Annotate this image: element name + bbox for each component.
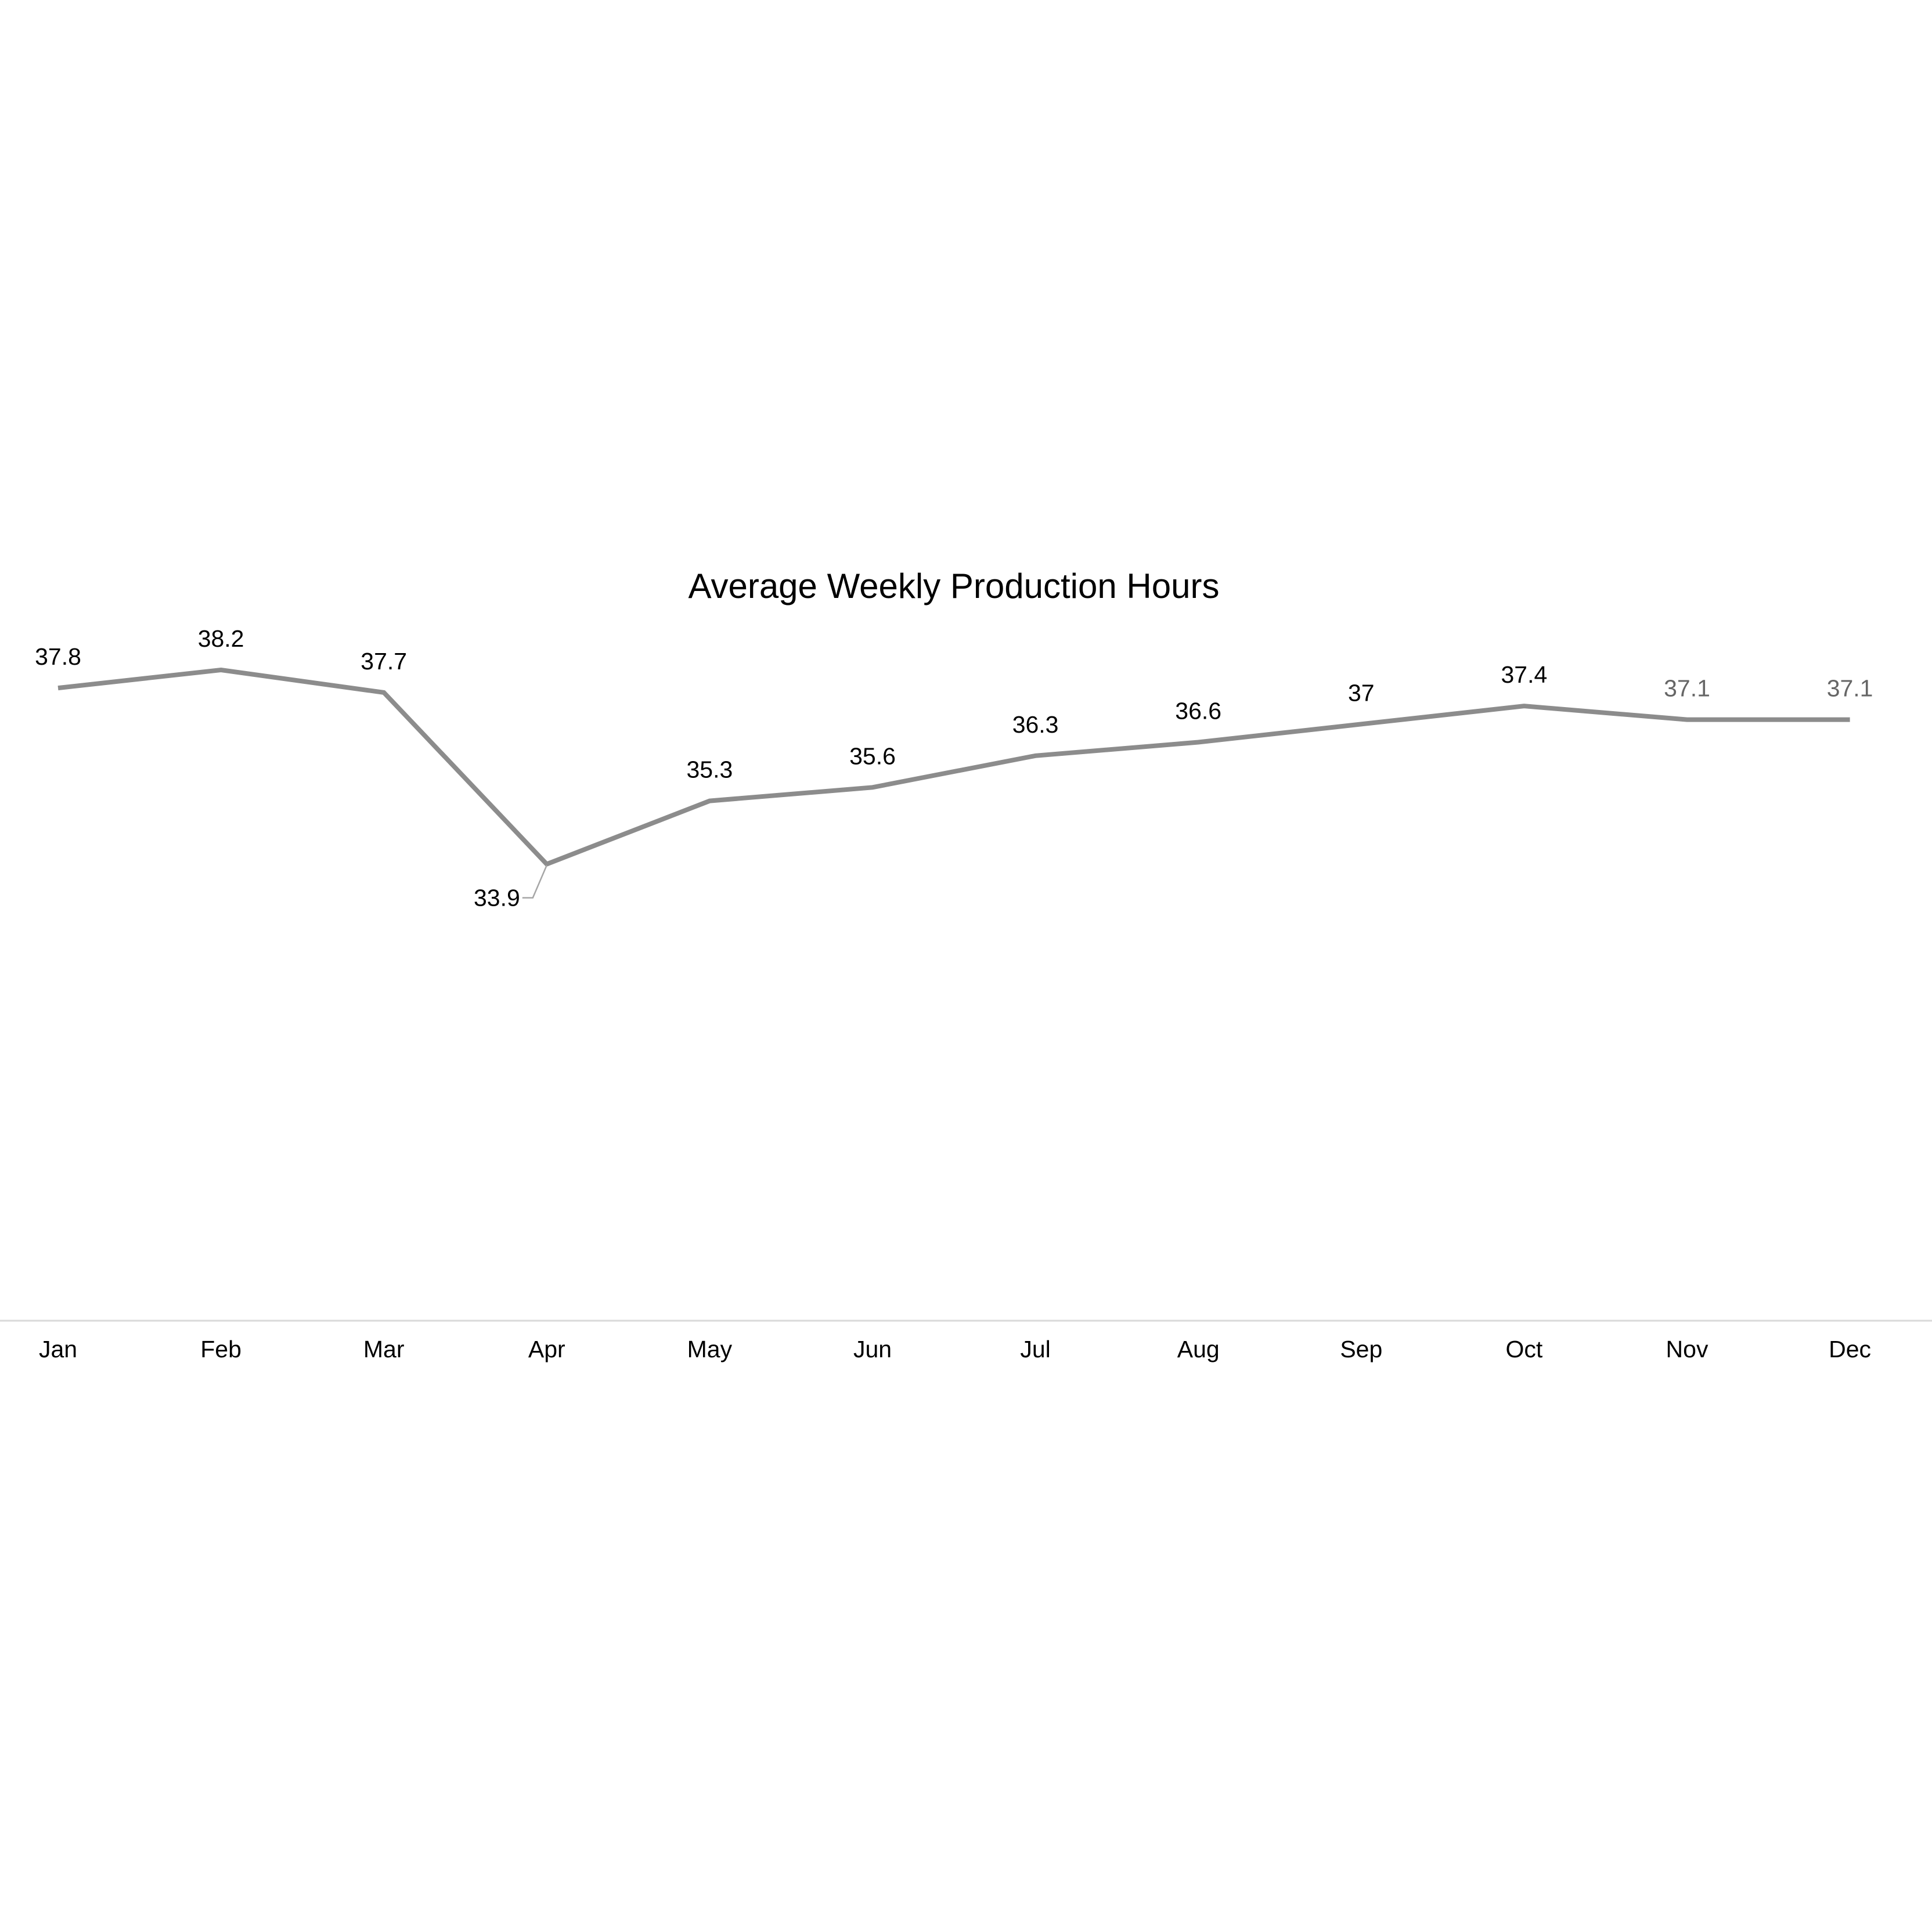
x-tick-label-jul: Jul [1020,1336,1050,1363]
x-tick-label-mar: Mar [363,1336,405,1363]
data-label-apr: 33.9 [474,885,520,911]
x-tick-label-jun: Jun [853,1336,892,1363]
x-tick-label-layer: Jan Feb Mar Apr May Jun Jul Aug Sep Oct Nov Dec [39,1336,1871,1363]
data-label-layer: 37.8 38.2 37.7 33.9 35.3 35.6 36.3 36.6 37 37.4 37… [35,625,1873,911]
leader-line-apr [522,865,547,899]
data-label-may: 35.3 [686,756,733,783]
series-line-layer [57,667,1850,867]
x-tick-label-jan: Jan [39,1336,77,1363]
data-label-nov: 37.1 [1664,675,1710,702]
data-label-feb: 38.2 [198,625,244,652]
data-label-mar: 37.7 [361,648,407,675]
x-tick-label-dec: Dec [1829,1336,1871,1363]
data-label-aug: 36.6 [1175,697,1221,724]
series-line [57,667,1850,867]
data-label-jul: 36.3 [1012,711,1059,738]
data-label-oct: 37.4 [1501,661,1547,688]
x-tick-label-may: May [687,1336,733,1363]
x-tick-label-sep: Sep [1340,1336,1382,1363]
x-tick-label-oct: Oct [1506,1336,1543,1363]
data-label-jan: 37.8 [35,643,81,670]
x-tick-label-feb: Feb [200,1336,242,1363]
x-tick-label-aug: Aug [1177,1336,1220,1363]
data-label-sep: 37 [1348,679,1375,706]
chart-title: Average Weekly Production Hours [689,567,1220,605]
x-tick-label-nov: Nov [1666,1336,1708,1363]
data-label-jun: 35.6 [849,742,896,769]
x-tick-label-apr: Apr [528,1336,565,1363]
data-label-dec: 37.1 [1827,675,1873,702]
